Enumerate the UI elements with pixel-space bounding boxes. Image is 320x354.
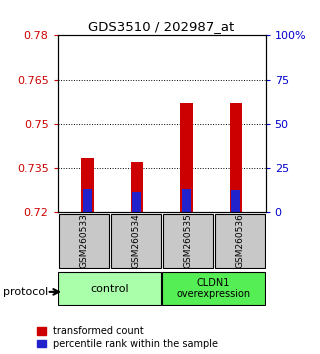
Text: GSM260534: GSM260534: [131, 213, 140, 268]
Bar: [180, 103, 193, 212]
Bar: [81, 158, 93, 212]
Text: GSM260535: GSM260535: [183, 213, 192, 268]
Bar: [111, 213, 161, 268]
Bar: [163, 213, 212, 268]
Bar: [215, 213, 265, 268]
Bar: [83, 189, 92, 212]
Text: protocol: protocol: [3, 287, 48, 297]
Text: GSM260533: GSM260533: [79, 213, 88, 268]
Bar: [131, 162, 143, 212]
Bar: [59, 213, 108, 268]
Bar: [231, 190, 240, 212]
Bar: [162, 272, 265, 305]
Title: GDS3510 / 202987_at: GDS3510 / 202987_at: [88, 20, 235, 33]
Bar: [182, 189, 191, 212]
Text: control: control: [90, 284, 129, 293]
Bar: [58, 272, 161, 305]
Text: CLDN1
overexpression: CLDN1 overexpression: [176, 278, 251, 299]
Bar: [230, 103, 242, 212]
Legend: transformed count, percentile rank within the sample: transformed count, percentile rank withi…: [37, 326, 218, 349]
Text: GSM260536: GSM260536: [235, 213, 244, 268]
Bar: [132, 192, 141, 212]
